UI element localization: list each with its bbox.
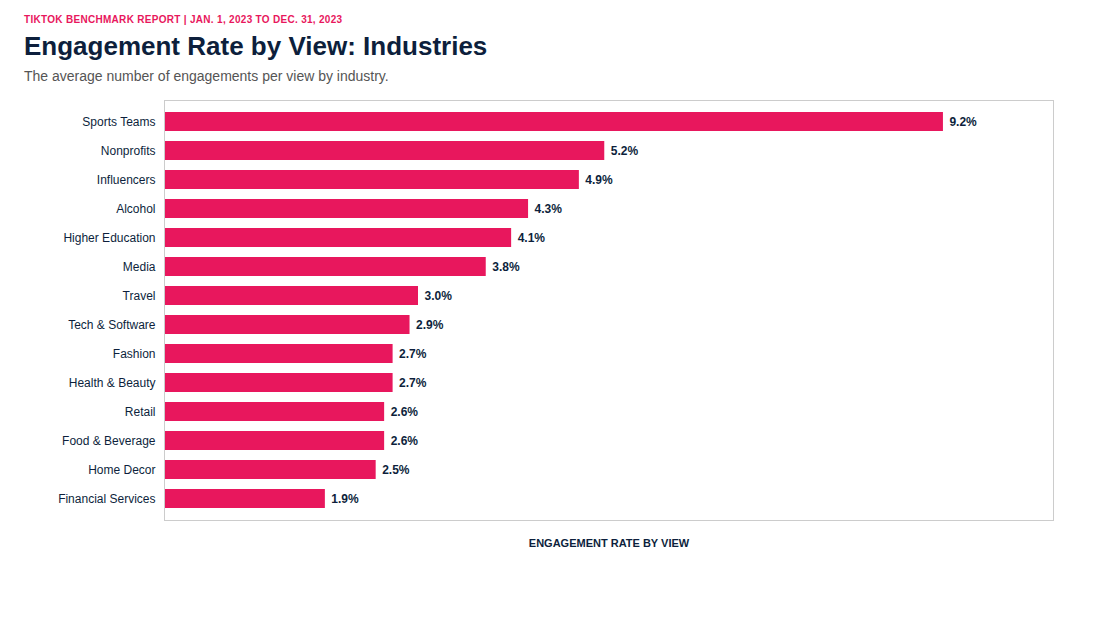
svg-text:2.5%: 2.5% (382, 463, 410, 477)
svg-text:Nonprofits: Nonprofits (101, 144, 156, 158)
svg-text:Home Decor: Home Decor (88, 463, 155, 477)
svg-text:Tech & Software: Tech & Software (68, 318, 156, 332)
svg-text:5.2%: 5.2% (611, 144, 639, 158)
svg-text:2.6%: 2.6% (391, 434, 419, 448)
svg-text:Travel: Travel (123, 289, 156, 303)
html-text:Engagement Rate by View: Indus: Engagement Rate by View: Industries (24, 31, 488, 61)
svg-text:Financial Services: Financial Services (58, 492, 155, 506)
html-text:TIKTOK BENCHMARK REPORT | JAN.: TIKTOK BENCHMARK REPORT | JAN. 1, 2023 T… (24, 14, 343, 25)
svg-text:Retail: Retail (125, 405, 156, 419)
svg-text:4.3%: 4.3% (535, 202, 563, 216)
svg-text:3.0%: 3.0% (425, 289, 453, 303)
svg-text:Alcohol: Alcohol (116, 202, 155, 216)
svg-text:Sports Teams: Sports Teams (82, 115, 155, 129)
svg-text:ENGAGEMENT RATE BY VIEW: ENGAGEMENT RATE BY VIEW (529, 537, 690, 549)
svg-text:4.9%: 4.9% (585, 173, 613, 187)
svg-text:2.9%: 2.9% (416, 318, 444, 332)
svg-text:4.1%: 4.1% (518, 231, 546, 245)
svg-text:Influencers: Influencers (97, 173, 156, 187)
html-text:The average number of engageme: The average number of engagements per vi… (24, 68, 389, 84)
svg-text:2.7%: 2.7% (399, 376, 427, 390)
svg-text:2.6%: 2.6% (391, 405, 419, 419)
svg-text:Health & Beauty: Health & Beauty (69, 376, 156, 390)
svg-text:2.7%: 2.7% (399, 347, 427, 361)
svg-text:Fashion: Fashion (113, 347, 156, 361)
svg-text:Higher Education: Higher Education (63, 231, 155, 245)
svg-text:1.9%: 1.9% (331, 492, 359, 506)
svg-text:Food & Beverage: Food & Beverage (62, 434, 156, 448)
svg-text:Media: Media (123, 260, 156, 274)
svg-text:3.8%: 3.8% (492, 260, 520, 274)
svg-text:9.2%: 9.2% (949, 115, 977, 129)
